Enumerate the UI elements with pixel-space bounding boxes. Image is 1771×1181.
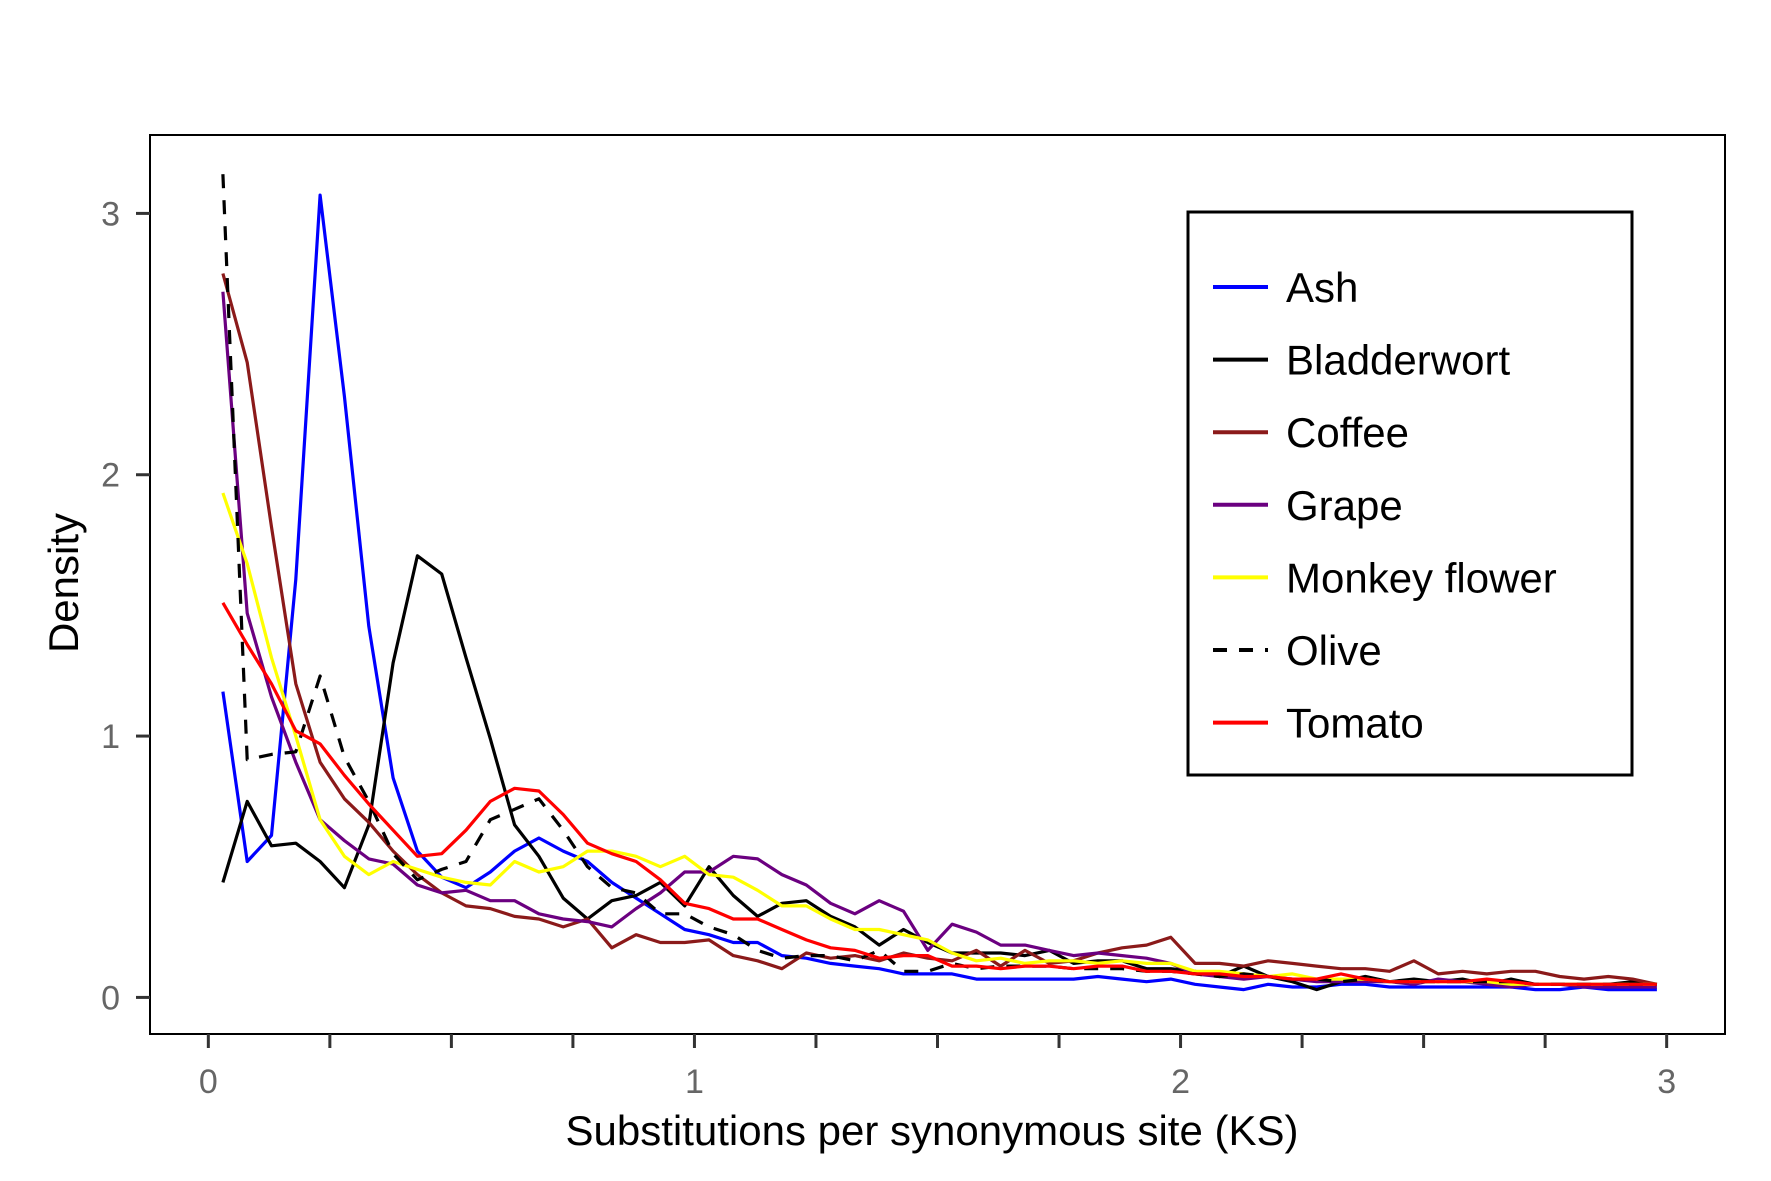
x-tick-label: 2 — [1171, 1063, 1190, 1101]
y-tick-label: 0 — [101, 979, 120, 1017]
legend-label: Olive — [1286, 627, 1382, 674]
legend-label: Grape — [1286, 482, 1403, 529]
y-tick-label: 2 — [101, 457, 120, 495]
x-axis: 0 1 2 3 — [199, 1034, 1676, 1101]
legend-label: Tomato — [1286, 700, 1424, 747]
legend-label: Bladderwort — [1286, 337, 1510, 384]
legend-item-coffee: Coffee — [1213, 409, 1409, 456]
series-line-grape — [221, 291, 1657, 989]
legend-box — [1186, 210, 1634, 777]
series-line-ash — [221, 193, 1657, 992]
legend-item-tomato: Tomato — [1213, 700, 1424, 747]
legend-label: Monkey flower — [1286, 554, 1557, 601]
legend: Ash Bladderwort Coffee Grape Monkey flower Ol… — [1186, 210, 1634, 777]
legend-item-ash: Ash — [1213, 264, 1358, 311]
x-tick-label: 1 — [685, 1063, 704, 1101]
x-tick-label: 3 — [1657, 1063, 1676, 1101]
y-tick-label: 1 — [101, 718, 120, 756]
legend-item-monkey-flower: Monkey flower — [1213, 554, 1557, 601]
series-layer — [221, 174, 1658, 992]
y-tick-label: 3 — [101, 195, 120, 233]
x-axis-title: Substitutions per synonymous site (KS) — [566, 1107, 1299, 1154]
series-line-olive — [221, 174, 1657, 986]
series-line-tomato — [221, 601, 1657, 986]
legend-label: Coffee — [1286, 409, 1409, 456]
y-axis-title: Density — [40, 513, 87, 653]
y-axis: 0 1 2 3 — [101, 195, 150, 1017]
x-tick-label: 0 — [199, 1063, 218, 1101]
legend-item-bladderwort: Bladderwort — [1213, 337, 1510, 384]
legend-item-olive: Olive — [1213, 627, 1382, 674]
legend-label: Ash — [1286, 264, 1358, 311]
legend-item-grape: Grape — [1213, 482, 1403, 529]
